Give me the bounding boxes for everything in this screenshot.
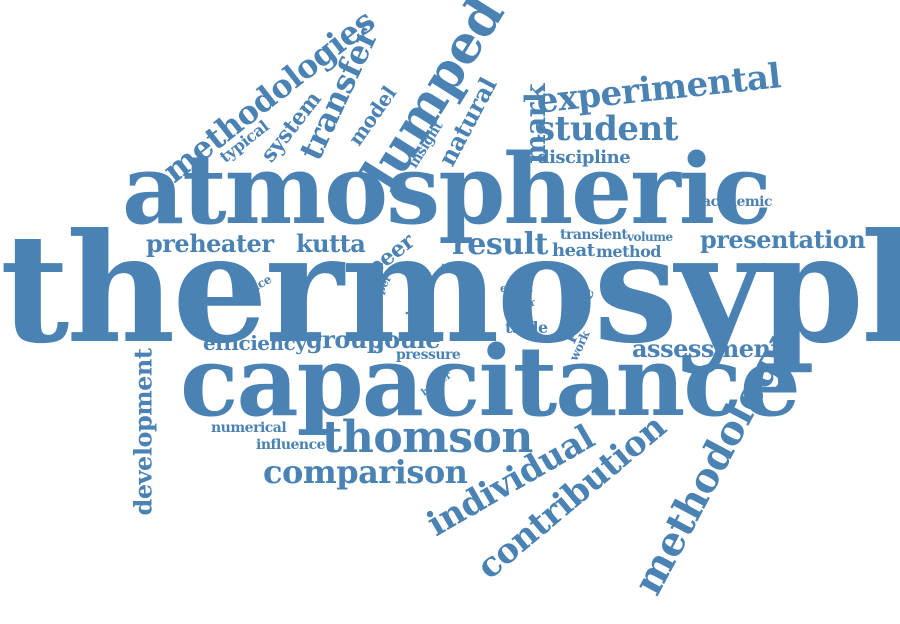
word-thermosyphon: thermosyphon [0, 201, 900, 377]
word-transient: transient [560, 227, 628, 243]
word-efficiency: efficiency [203, 331, 307, 355]
word-given: given [403, 285, 420, 325]
word-atmospheric: atmospheric [122, 133, 772, 246]
word-result: result [452, 227, 548, 262]
word-table: table [505, 318, 548, 337]
word-joule: joule [376, 325, 441, 354]
word-assessment: assessment [632, 334, 782, 363]
word-numerical: numerical [211, 420, 287, 436]
word-student: student [536, 109, 678, 149]
word-time: time [441, 263, 465, 274]
word-discipline: discipline [537, 147, 631, 168]
word-presentation: presentation [700, 225, 866, 254]
word-preheater: preheater [146, 229, 274, 258]
word-method: method [596, 242, 662, 261]
word-academic: academic [702, 194, 773, 210]
word-heat: heat [552, 240, 595, 261]
word-thomson: thomson [322, 412, 533, 463]
word-comparison: comparison [263, 453, 468, 491]
word-capacitance: capacitance [180, 325, 801, 438]
word-pressure: pressure [396, 347, 461, 363]
word-development: development [128, 348, 158, 516]
word-kutta: kutta [296, 229, 366, 258]
word-effect: effect [500, 282, 533, 295]
word-influence: influence [256, 437, 326, 453]
word-volume: volume [627, 230, 673, 244]
word-group: group [306, 325, 384, 354]
